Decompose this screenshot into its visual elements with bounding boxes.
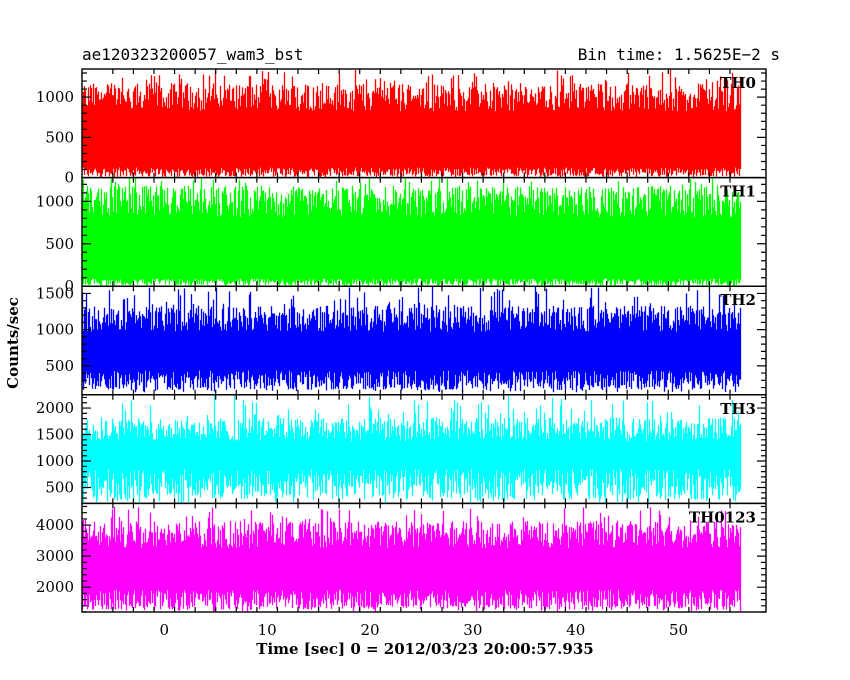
x-tick-label: 50 (669, 621, 688, 639)
panel-label: TH3 (720, 400, 756, 418)
x-tick-label: 40 (566, 621, 585, 639)
chart-title-right: Bin time: 1.5625E−2 s (578, 45, 780, 64)
x-tick-label: 30 (463, 621, 482, 639)
panel-label: TH2 (720, 291, 756, 309)
y-tick-label: 3000 (36, 547, 74, 565)
y-tick-label: 1000 (36, 452, 74, 470)
chart-title-left: ae120323200057_wam3_bst (82, 45, 304, 64)
panel-th1: 0 500 1000 TH1 (36, 176, 767, 295)
series-th0123-trace (81, 506, 742, 612)
panel-frame (81, 502, 767, 613)
panel-label: TH0123 (689, 508, 756, 526)
y-tick-label: 2000 (36, 399, 74, 417)
y-tick-label: 1500 (36, 284, 74, 302)
x-tick-label: 10 (258, 621, 277, 639)
y-axis-label: Counts/sec (4, 297, 22, 389)
y-tick-label: 1000 (36, 88, 74, 106)
y-tick-label: 0 (64, 169, 74, 187)
series-th1-trace (81, 178, 742, 286)
y-tick-label: 2000 (36, 578, 74, 596)
x-tick-label: 20 (360, 621, 379, 639)
y-tick-label: 1000 (36, 321, 74, 339)
y-tick-label: 1500 (36, 426, 74, 444)
y-tick-label: 1000 (36, 192, 74, 210)
panel-th2: 500 1000 1500 TH2 (36, 284, 767, 396)
panel-th0: 0 500 1000 TH0 (36, 68, 767, 187)
panel-ticks (82, 503, 766, 613)
panel-th0123: 2000 3000 4000 TH0123 (36, 502, 767, 613)
x-axis-label: Time [sec] 0 = 2012/03/23 20:00:57.935 (256, 640, 593, 658)
y-tick-label: 500 (45, 235, 74, 253)
y-tick-label: 500 (45, 357, 74, 375)
series-th0-trace (81, 69, 742, 178)
y-tick-label: 500 (45, 479, 74, 497)
series-th3-trace (81, 395, 742, 503)
y-tick-label: 0 (64, 277, 74, 295)
series-th2-trace (81, 286, 742, 393)
panel-th3: 500 1000 1500 2000 TH3 (36, 394, 767, 505)
panel-label: TH0 (720, 74, 756, 92)
y-tick-label: 4000 (36, 516, 74, 534)
x-tick-label: 0 (160, 621, 170, 639)
y-tick-label: 500 (45, 128, 74, 146)
panel-label: TH1 (720, 183, 756, 201)
